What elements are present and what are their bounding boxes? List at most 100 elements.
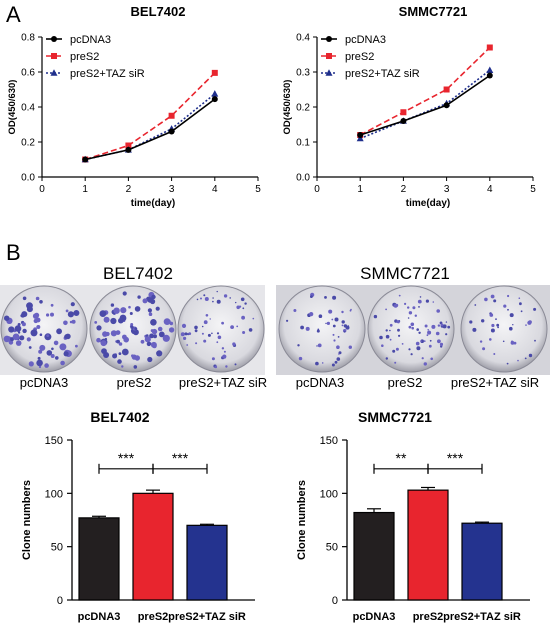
data-point-pcdna3 [400, 118, 407, 124]
legend-marker [50, 69, 58, 76]
data-point-pcdna3 [357, 132, 364, 138]
x-tick-label: preS2 [413, 611, 444, 623]
data-point-pcdna3 [211, 96, 218, 103]
data-point-pcdna3 [168, 128, 175, 135]
x-axis-label: time(day) [131, 198, 175, 209]
legend-marker [325, 69, 333, 76]
line-chart-smmc7721: SMMC7721 0.0 0.1 0.2 0.3 0.4 0 1 2 3 4 5 time(day) OD… [282, 4, 536, 209]
x-tick-label: 4 [487, 184, 493, 195]
x-tick-label: pcDNA3 [353, 611, 396, 623]
x-tick-label: 4 [212, 184, 218, 195]
series-line-pres2-taz-sir [85, 93, 216, 161]
legend-label: preS2+TAZ siR [345, 68, 420, 80]
x-tick-label: 2 [401, 184, 407, 195]
plate-label-pres2-taz-bel7402: preS2+TAZ siR [178, 375, 268, 390]
y-axis-label: Clone numbers [21, 480, 33, 560]
y-tick-label: 0.8 [21, 33, 35, 44]
culture-plate [177, 285, 265, 373]
y-tick-label: 0 [332, 595, 338, 607]
x-tick-label: 0 [314, 184, 320, 195]
y-tick-label: 0.6 [21, 68, 35, 79]
y-tick-label: 150 [45, 435, 63, 447]
legend-label: preS2 [70, 51, 99, 63]
data-point-pres2 [486, 44, 493, 51]
y-tick-label: 0.4 [296, 33, 310, 44]
y-tick-label: 0.0 [21, 173, 35, 184]
plate-label-pres2-bel7402: preS2 [116, 375, 152, 390]
data-point-pcdna3 [486, 72, 493, 79]
y-tick-label: 100 [45, 488, 63, 500]
data-point-pcdna3 [82, 156, 89, 163]
bar-pres2 [132, 492, 174, 601]
legend-marker [51, 53, 57, 59]
significance-label: *** [172, 450, 189, 466]
chart-title: SMMC7721 [399, 4, 468, 19]
plate-label-pcdna3-smmc7721: pcDNA3 [295, 375, 345, 390]
legend-marker [51, 36, 57, 42]
x-tick-label: 5 [530, 184, 536, 195]
y-tick-label: 50 [326, 542, 338, 554]
significance-label: *** [118, 450, 135, 466]
plate-label-pcdna3-bel7402: pcDNA3 [19, 375, 69, 390]
culture-plate [278, 285, 366, 373]
significance-label: *** [447, 450, 464, 466]
data-point-pres2 [125, 142, 132, 149]
y-axis-label: OD(450/630) [7, 80, 18, 135]
series-line-pcdna3 [359, 74, 491, 136]
bar-chart-smmc7721: SMMC7721 0 50 100 150 Clone numbers pcDNA3 preS… [296, 409, 530, 623]
line-chart-bel7402: BEL7402 0.0 0.2 0.4 0.6 0.8 0 1 2 3 4 5 time(day) OD(… [7, 4, 261, 209]
legend-label: pcDNA3 [70, 34, 111, 46]
x-tick-label: preS2+TAZ siR [443, 611, 521, 623]
y-tick-label: 0.2 [21, 138, 35, 149]
chart-title: BEL7402 [90, 409, 149, 425]
legend-label: preS2+TAZ siR [70, 68, 145, 80]
legend-label: preS2 [345, 51, 374, 63]
colonies [469, 294, 537, 365]
culture-plate [367, 285, 455, 373]
x-tick-label: preS2 [138, 611, 169, 623]
panel-letter-a: A [6, 2, 21, 27]
bar-pres2-taz-sir [186, 524, 228, 601]
y-axis-label: Clone numbers [296, 480, 308, 560]
x-tick-label: preS2+TAZ siR [168, 611, 246, 623]
x-tick-label: 1 [357, 184, 363, 195]
colonies [3, 296, 80, 369]
y-tick-label: 50 [51, 542, 63, 554]
data-point-pcdna3 [443, 102, 450, 109]
plate-label-pres2-taz-smmc7721: preS2+TAZ siR [450, 375, 540, 390]
colonies [373, 294, 451, 366]
y-axis-label: OD(450/630) [282, 80, 293, 135]
bar-pres2-taz-sir [461, 522, 503, 601]
series-line-pres2 [359, 46, 491, 136]
x-tick-label: 2 [126, 184, 132, 195]
data-point-pres2 [400, 109, 407, 116]
data-point-pres2-taz-sir [486, 66, 494, 74]
data-point-pres2 [211, 69, 218, 76]
series-line-pres2 [84, 72, 216, 161]
significance-label: ** [396, 450, 407, 466]
series-line-pres2-taz-sir [359, 69, 491, 140]
plate-title-smmc7721: SMMC7721 [360, 264, 450, 283]
y-tick-label: 150 [320, 435, 338, 447]
legend-label: pcDNA3 [345, 34, 386, 46]
plate-title-bel7402: BEL7402 [103, 264, 173, 283]
colonies [286, 292, 352, 367]
bar-chart-bel7402: BEL7402 0 50 100 150 Clone numbers pcDNA3 preS2… [21, 409, 255, 623]
colony-plates-photo [0, 285, 550, 375]
culture-plate [460, 285, 548, 373]
chart-title: BEL7402 [131, 4, 186, 19]
data-point-pres2-taz-sir [356, 134, 364, 142]
x-tick-label: 0 [39, 184, 45, 195]
y-tick-label: 100 [320, 488, 338, 500]
y-tick-label: 0.0 [296, 173, 310, 184]
data-point-pres2 [443, 86, 450, 93]
colonies [94, 291, 175, 369]
series-line-pcdna3 [85, 98, 216, 161]
bar-pcdna3 [78, 517, 120, 601]
x-tick-label: 3 [169, 184, 175, 195]
data-point-pres2-taz-sir [211, 90, 219, 97]
data-point-pcdna3 [125, 146, 132, 153]
plate-label-pres2-smmc7721: preS2 [387, 375, 423, 390]
panel-letter-b: B [6, 240, 21, 265]
legend-marker [326, 53, 332, 59]
